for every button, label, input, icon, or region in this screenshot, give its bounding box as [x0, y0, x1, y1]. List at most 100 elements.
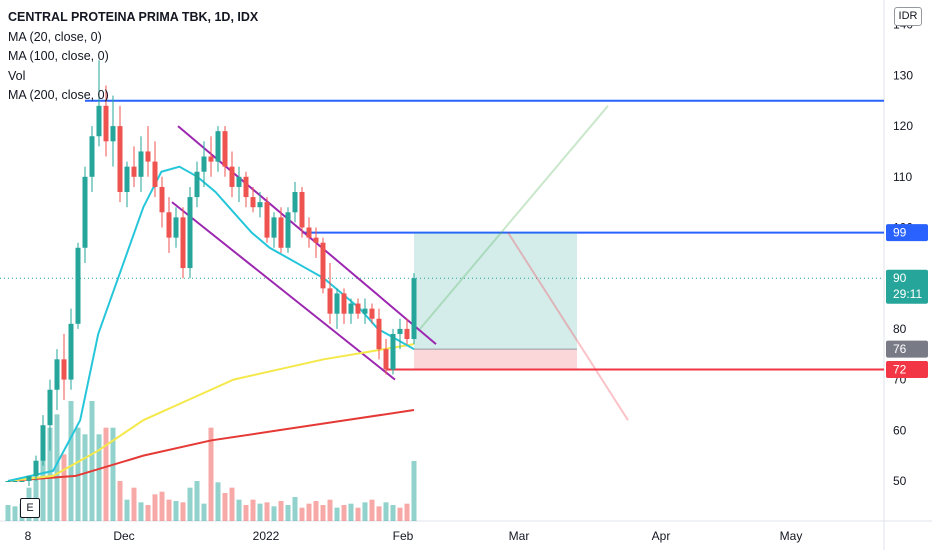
- volume-bar: [313, 501, 319, 521]
- candle-body: [243, 176, 249, 198]
- candle-body: [173, 217, 179, 238]
- volume-bar: [89, 401, 95, 521]
- volume-bar: [208, 427, 214, 521]
- volume-bar: [110, 427, 116, 521]
- candle-body: [397, 328, 403, 334]
- candle-body: [362, 308, 368, 314]
- volume-bar: [194, 481, 200, 521]
- channel-lower-line: [171, 201, 396, 381]
- candle-body: [47, 389, 53, 426]
- candle-body: [54, 359, 60, 390]
- bearish-projection-line: [507, 232, 629, 421]
- candle-body: [383, 349, 389, 370]
- candle-body: [264, 202, 270, 238]
- candle-body: [341, 293, 347, 314]
- candle-body: [299, 192, 305, 228]
- candle-body: [278, 217, 284, 248]
- earnings-event-badge[interactable]: E: [20, 498, 40, 518]
- volume-bar: [299, 507, 305, 521]
- volume-bar: [145, 505, 151, 521]
- volume-bar: [243, 505, 249, 521]
- volume-bar: [404, 503, 410, 521]
- volume-bar: [292, 497, 298, 521]
- price-label-text: 76: [893, 342, 907, 356]
- volume-bar: [341, 505, 347, 521]
- volume-bar: [180, 502, 186, 521]
- legend-vol[interactable]: Vol: [8, 68, 26, 83]
- volume-bar: [383, 502, 389, 521]
- candle-body: [222, 131, 228, 167]
- legend-ma20[interactable]: MA (20, close, 0): [8, 29, 102, 44]
- x-tick-label: May: [780, 529, 803, 543]
- volume-bar: [390, 505, 396, 521]
- candle-body: [404, 328, 410, 340]
- volume-bar: [271, 506, 277, 521]
- y-tick-label: 120: [893, 119, 913, 133]
- candle-body: [187, 197, 193, 269]
- x-tick-label: Feb: [393, 529, 414, 543]
- candle-body: [208, 156, 214, 162]
- volume-bar: [173, 501, 179, 521]
- legend-ma200[interactable]: MA (200, close, 0): [8, 88, 109, 102]
- currency-label[interactable]: IDR: [894, 7, 922, 26]
- candle-body: [117, 126, 123, 193]
- candle-body: [152, 161, 158, 187]
- price-label-text: 72: [893, 362, 907, 376]
- price-label-box: [886, 269, 928, 304]
- volume-bar: [236, 499, 242, 521]
- y-tick-label: 80: [893, 322, 907, 336]
- volume-bar: [68, 401, 74, 521]
- candle-body: [334, 293, 340, 314]
- x-tick-label: 2022: [253, 529, 280, 543]
- candle-body: [229, 166, 235, 187]
- volume-bar: [334, 507, 340, 521]
- y-tick-label: 110: [893, 170, 912, 184]
- candle-body: [96, 105, 102, 137]
- candle-body: [12, 481, 18, 482]
- price-label-box: [886, 340, 928, 358]
- legend-ma100[interactable]: MA (100, close, 0): [8, 49, 109, 63]
- candle-body: [19, 481, 25, 482]
- volume-bar: [250, 499, 256, 521]
- candle-body: [320, 242, 326, 289]
- volume-bar: [82, 434, 88, 521]
- x-tick-label: Mar: [509, 529, 530, 543]
- candle-body: [285, 212, 291, 248]
- x-tick-label: Apr: [652, 529, 671, 543]
- volume-bar: [124, 499, 130, 521]
- legend-symbol-title[interactable]: CENTRAL PROTEINA PRIMA TBK, 1D, IDX: [8, 10, 259, 24]
- volume-bar: [369, 499, 375, 521]
- candle-body: [369, 308, 375, 319]
- volume-bar: [320, 505, 326, 521]
- volume-bar: [201, 503, 207, 521]
- candle-body: [26, 475, 32, 481]
- volume-bar: [96, 434, 102, 521]
- volume-bar: [348, 503, 354, 521]
- candle-body: [348, 303, 354, 314]
- price-label-box: [886, 360, 928, 378]
- volume-bar: [397, 507, 403, 521]
- candle-body: [257, 202, 263, 208]
- volume-bar: [33, 467, 39, 521]
- countdown-label-text: 29:11: [893, 287, 922, 301]
- candle-body: [411, 278, 417, 340]
- price-label-text: 90: [893, 271, 907, 285]
- x-tick-label: Dec: [113, 529, 134, 543]
- candle-body: [376, 318, 382, 350]
- ma100-line: [7, 343, 415, 482]
- volume-bar: [40, 441, 46, 521]
- candle-body: [110, 126, 116, 142]
- profit-zone: [414, 232, 577, 350]
- volume-bar: [376, 506, 382, 521]
- volume-bar: [54, 414, 60, 521]
- price-label-text: 99: [893, 226, 907, 240]
- candle-body: [5, 481, 11, 482]
- candle-body: [145, 151, 151, 162]
- chart-legend: CENTRAL PROTEINA PRIMA TBK, 1D, IDX MA (…: [8, 8, 258, 106]
- y-tick-label: 60: [893, 423, 907, 437]
- volume-bar: [61, 454, 67, 521]
- volume-bar: [159, 491, 165, 521]
- volume-bar: [166, 499, 172, 521]
- volume-bar: [222, 493, 228, 521]
